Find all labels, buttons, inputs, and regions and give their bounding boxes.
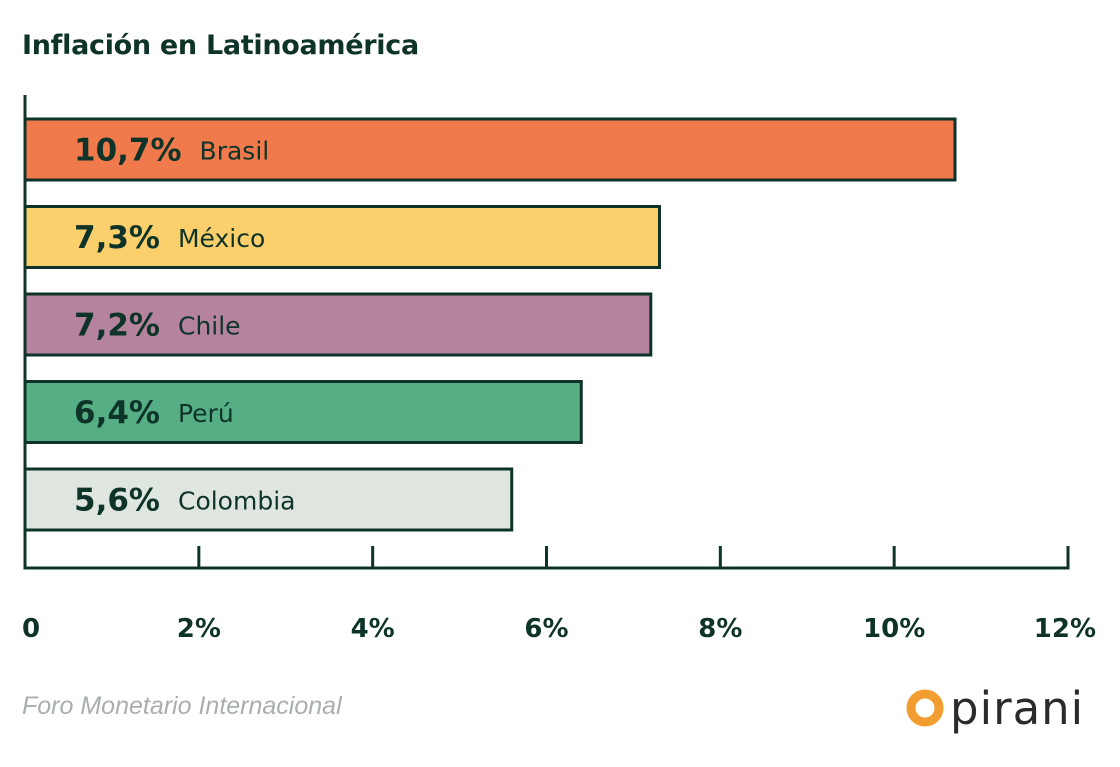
- bar-value-label: 6,4%: [74, 395, 160, 431]
- bar-category-label: Chile: [178, 312, 241, 341]
- bar-value-label: 10,7%: [74, 133, 182, 169]
- bar-brasil: [23, 117, 957, 182]
- bar-chile: [23, 292, 653, 357]
- logo-text: pirani: [950, 681, 1085, 735]
- x-tick-label: 12%: [1034, 614, 1096, 644]
- x-tick-label: 0: [22, 614, 40, 644]
- bar-colombia: [23, 467, 514, 532]
- x-tick-label: 8%: [698, 614, 742, 644]
- x-tick-label: 4%: [351, 614, 395, 644]
- x-tick-label: 10%: [863, 614, 925, 644]
- bar-category-label: México: [178, 224, 265, 253]
- bar-category-label: Brasil: [200, 137, 270, 166]
- source-note: Foro Monetario Internacional: [22, 692, 342, 720]
- bar-value-label: 5,6%: [74, 483, 160, 519]
- bar-value-label: 7,2%: [74, 308, 160, 344]
- bar-value-label: 7,3%: [74, 220, 160, 256]
- x-tick-label: 2%: [177, 614, 221, 644]
- x-tick-label: 6%: [524, 614, 568, 644]
- bar-category-label: Colombia: [178, 487, 295, 516]
- bar-méxico: [23, 205, 661, 269]
- bar-category-label: Perú: [178, 399, 234, 428]
- pirani-logo: pirani: [906, 676, 1084, 740]
- logo-ring-icon: [906, 689, 944, 727]
- bar-perú: [23, 380, 583, 444]
- chart-title: Inflación en Latinoamérica: [22, 30, 419, 61]
